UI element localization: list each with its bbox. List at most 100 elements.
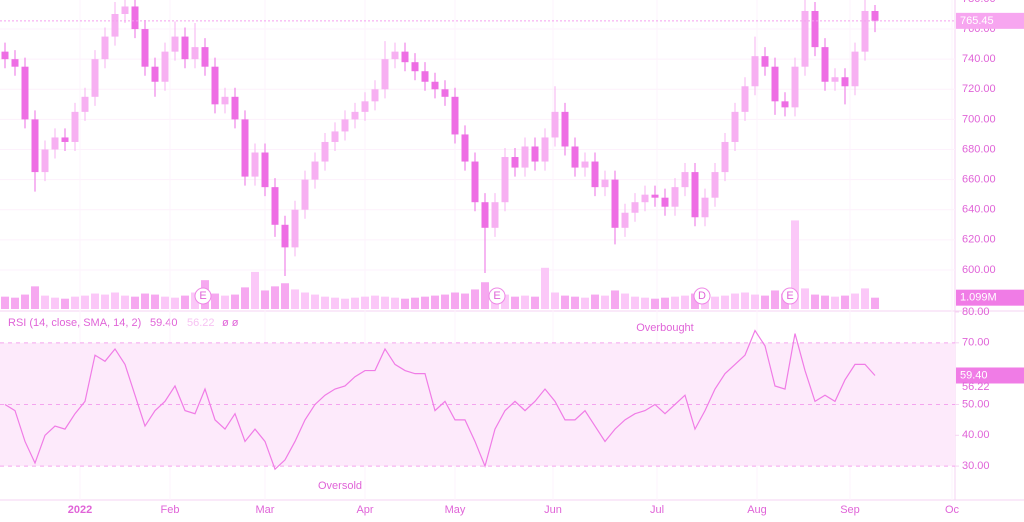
candle-body <box>61 137 69 142</box>
volume-bar <box>141 293 149 309</box>
event-label: E <box>786 290 793 302</box>
candle-body <box>551 111 559 138</box>
candle-body <box>341 119 349 132</box>
rsi-legend-sma: 56.22 <box>187 317 215 329</box>
volume-bar <box>131 296 139 309</box>
volume-bar <box>681 295 689 309</box>
candle-body <box>281 224 289 248</box>
volume-bar <box>531 296 539 309</box>
x-tick-label: Oc <box>945 504 960 516</box>
candle-body <box>531 146 539 162</box>
candle-body <box>261 152 269 188</box>
y-tick-label: 740.00 <box>962 53 996 65</box>
volume-bar <box>641 297 649 309</box>
volume-bar <box>601 295 609 309</box>
event-marker <box>488 287 506 305</box>
candle-body <box>811 10 819 48</box>
candle-body <box>711 172 719 198</box>
candle-body <box>861 10 869 52</box>
volume-bar <box>211 293 219 309</box>
candle-body <box>561 111 569 147</box>
volume-bar <box>111 292 119 309</box>
volume-bar <box>381 296 389 309</box>
volume-bar <box>161 296 169 309</box>
volume-bar <box>851 293 859 309</box>
candle-body <box>491 202 499 228</box>
candle-body <box>101 36 109 60</box>
candle-body <box>721 141 729 173</box>
volume-bar <box>251 271 259 309</box>
volume-bar <box>711 296 719 309</box>
volume-bar <box>171 297 179 309</box>
x-tick-label: 2022 <box>68 504 92 516</box>
candle-body <box>661 197 669 207</box>
candle-body <box>831 77 839 82</box>
candle-body <box>81 96 89 112</box>
volume-bar <box>791 220 799 309</box>
volume-bar <box>751 294 759 309</box>
candle-body <box>31 119 39 173</box>
candle-body <box>511 157 519 168</box>
candle-body <box>221 96 229 105</box>
candle-body <box>381 59 389 90</box>
volume-bar <box>621 293 629 309</box>
y-tick-label: 30.00 <box>962 460 990 472</box>
candle-body <box>161 51 169 82</box>
volume-bar <box>351 297 359 309</box>
candle-body <box>611 179 619 228</box>
candle-body <box>21 66 29 120</box>
volume-bar <box>241 287 249 309</box>
volume-bar <box>151 294 159 309</box>
annotation: Oversold <box>318 480 362 492</box>
candle-body <box>311 161 319 180</box>
volume-bar <box>811 294 819 309</box>
candle-body <box>11 59 19 67</box>
candle-body <box>481 202 489 228</box>
candle-body <box>601 179 609 188</box>
candle-body <box>391 51 399 60</box>
event-marker <box>194 287 212 305</box>
candle-body <box>1 51 9 60</box>
candle-body <box>231 96 239 120</box>
candle-body <box>871 10 879 21</box>
candle-body <box>761 56 769 67</box>
volume-bar <box>661 297 669 309</box>
candle-body <box>171 36 179 52</box>
candle-body <box>671 187 679 207</box>
candle-body <box>441 89 449 97</box>
volume-bar <box>311 294 319 309</box>
candle-body <box>681 172 689 188</box>
y-tick-label: 70.00 <box>962 337 990 349</box>
volume-bar <box>611 290 619 309</box>
y-tick-label: 780.00 <box>962 0 996 5</box>
candle-body <box>751 56 759 87</box>
volume-bar <box>581 297 589 309</box>
volume-bar <box>571 296 579 309</box>
event-label: E <box>199 290 206 302</box>
volume-bar <box>801 288 809 309</box>
volume-bar <box>831 296 839 309</box>
candle-body <box>541 137 549 162</box>
volume-bar <box>91 293 99 309</box>
volume-label: 1.099M <box>960 292 997 304</box>
candle-body <box>201 47 209 67</box>
volume-bar <box>181 295 189 309</box>
candle-body <box>291 209 299 248</box>
candle-body <box>521 146 529 168</box>
volume-bar <box>21 294 29 309</box>
candle-body <box>781 101 789 108</box>
candle-body <box>131 6 139 30</box>
candle-body <box>321 141 329 162</box>
candle-body <box>141 29 149 67</box>
volume-bar <box>431 295 439 309</box>
candle-body <box>701 197 709 218</box>
candle-body <box>371 89 379 102</box>
rsi-line <box>4 329 876 471</box>
volume-bar <box>11 297 19 309</box>
candle-body <box>241 119 249 177</box>
y-tick-label: 760.00 <box>962 23 996 35</box>
volume-bar <box>401 298 409 309</box>
volume-bar <box>271 286 279 309</box>
candle-body <box>651 194 659 198</box>
